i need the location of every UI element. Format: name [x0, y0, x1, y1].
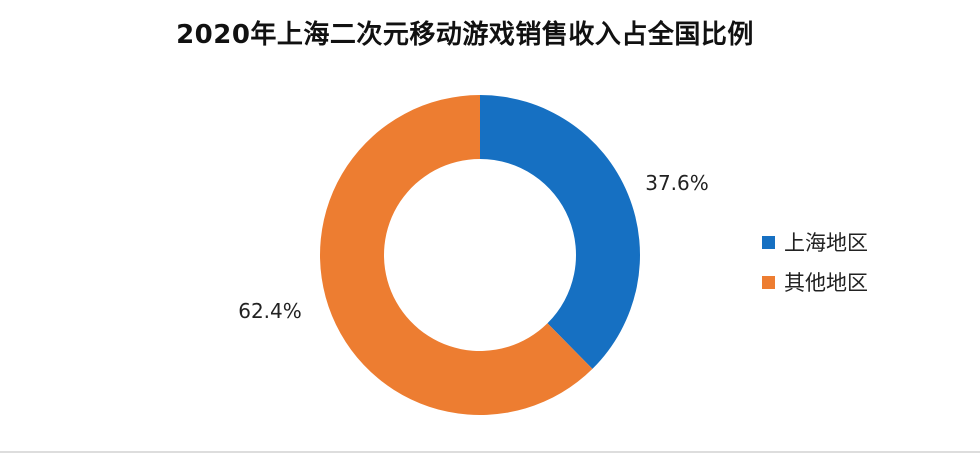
- legend-swatch-shanghai: [762, 235, 775, 249]
- chart-title: 2020年上海二次元移动游戏销售收入占全国比例: [176, 20, 754, 50]
- bottom-divider: [0, 451, 980, 453]
- legend: 上海地区 其他地区: [762, 222, 868, 302]
- slice-shanghai: [480, 95, 640, 369]
- legend-label-other: 其他地区: [784, 271, 868, 295]
- legend-item-other: 其他地区: [762, 262, 868, 302]
- data-label-other: 62.4%: [238, 299, 302, 323]
- legend-swatch-other: [762, 275, 775, 289]
- data-label-shanghai: 37.6%: [645, 171, 709, 195]
- legend-item-shanghai: 上海地区: [762, 222, 868, 262]
- slice-other: [320, 95, 593, 415]
- legend-label-shanghai: 上海地区: [784, 231, 868, 255]
